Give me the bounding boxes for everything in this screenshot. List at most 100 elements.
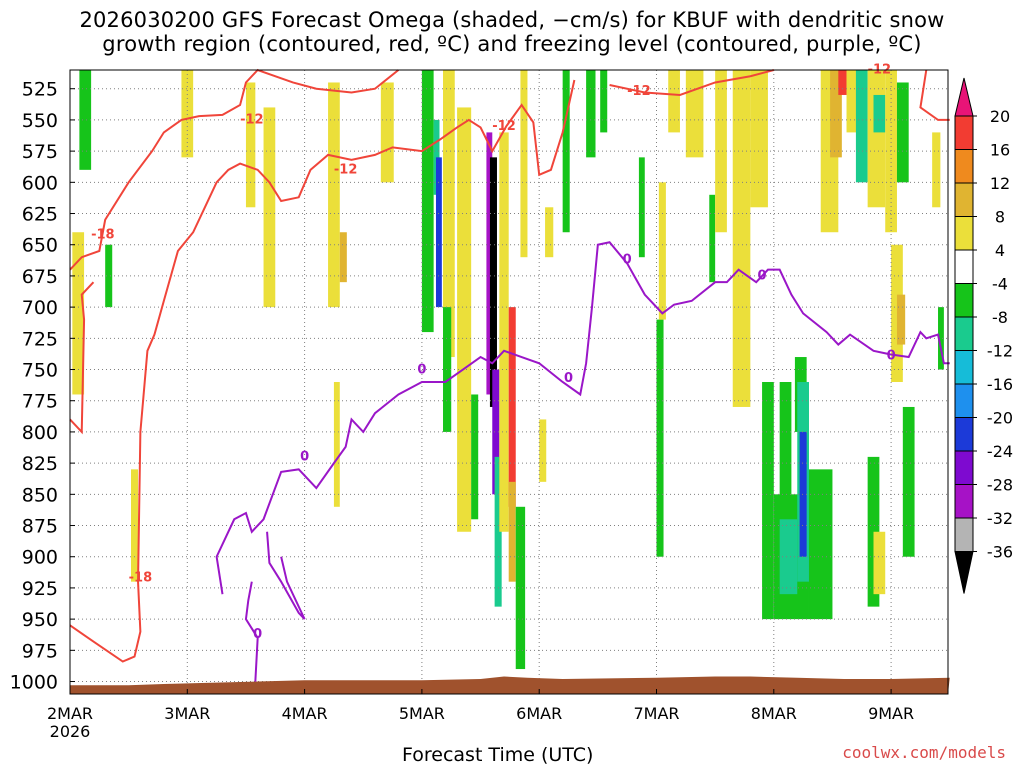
- colorbar-segment: [954, 149, 974, 184]
- chart-title-line1: 2026030200 GFS Forecast Omega (shaded, −…: [79, 8, 945, 32]
- colorbar-top-arrow: [954, 77, 974, 117]
- freezing-contour-label: 0: [758, 269, 767, 284]
- x-tick-label: 2MAR: [47, 704, 93, 723]
- freezing-contour-label: 0: [623, 252, 632, 267]
- y-tick-label: 700: [22, 297, 58, 319]
- x-tick-label: 3MAR: [164, 704, 210, 723]
- omega-cell: [685, 70, 704, 158]
- omega-cell: [545, 207, 554, 258]
- y-tick-label: 800: [22, 422, 58, 444]
- freezing-contour-loop: [266, 531, 306, 620]
- y-tick-label: 925: [22, 578, 58, 600]
- temp-contour-upper: [609, 69, 775, 96]
- freezing-contour-lower: [244, 581, 259, 682]
- plot-border: [69, 69, 949, 695]
- colorbar-segment: [954, 182, 974, 217]
- omega-cell: [762, 382, 774, 620]
- omega-cell: [380, 82, 394, 183]
- omega-cell: [932, 132, 941, 208]
- colorbar-label: 16: [990, 141, 1010, 160]
- colorbar-label: -12: [987, 342, 1013, 361]
- omega-shading: [72, 70, 944, 670]
- omega-cell: [539, 419, 547, 482]
- colorbar-segment: [954, 484, 974, 519]
- omega-cell: [658, 182, 666, 320]
- omega-cell: [421, 70, 434, 333]
- y-tick-label: 850: [22, 484, 58, 506]
- temp-contour-right: [919, 69, 950, 121]
- omega-cell: [808, 469, 833, 620]
- freezing-contour-label: 0: [300, 450, 309, 465]
- omega-cell: [105, 244, 113, 308]
- x-tick-label: 9MAR: [868, 704, 914, 723]
- omega-cell: [508, 307, 516, 507]
- y-tick-label: 775: [22, 391, 58, 413]
- colorbar-label: 4: [995, 241, 1005, 260]
- omega-cell: [891, 244, 903, 382]
- omega-cell: [779, 382, 792, 507]
- omega-cell: [709, 194, 716, 283]
- freezing-contour-label: 0: [417, 362, 426, 377]
- colorbar-label: -20: [987, 409, 1013, 428]
- colorbar-label: -16: [987, 375, 1013, 394]
- colorbar-segment: [954, 283, 974, 318]
- colorbar-segment: [954, 450, 974, 485]
- omega-cell: [471, 394, 479, 520]
- colorbar-segment: [954, 249, 974, 284]
- y-tick-label: 525: [22, 79, 58, 101]
- temp-contour-minus12: [69, 79, 576, 663]
- colorbar-label: 20: [990, 107, 1010, 126]
- temp-contour-label: -12: [240, 113, 264, 128]
- colorbar-label: -8: [992, 308, 1008, 327]
- colorbar-label: -24: [987, 442, 1013, 461]
- terrain-surface: [70, 676, 950, 694]
- y-tick-label: 1000: [10, 672, 58, 694]
- omega-cell: [435, 157, 442, 308]
- x-tick-label: 7MAR: [633, 704, 679, 723]
- omega-colorbar: 20 16 12 8 4 -4 -8 -12 -16 -20 -24 -28 -32 -36: [954, 77, 1013, 594]
- y-tick-label: 750: [22, 360, 58, 382]
- omega-cell: [896, 82, 909, 183]
- y-tick-label: 575: [22, 141, 58, 163]
- omega-cell: [938, 307, 944, 370]
- colorbar-label: -36: [987, 543, 1013, 562]
- colorbar-segment: [954, 316, 974, 351]
- omega-cell: [486, 132, 493, 395]
- colorbar-segment: [954, 417, 974, 452]
- x-tick-label: 6MAR: [516, 704, 562, 723]
- colorbar-segment: [954, 383, 974, 418]
- omega-cell: [656, 319, 664, 557]
- omega-cell: [855, 70, 868, 183]
- omega-cell: [494, 456, 502, 607]
- x-year-label: 2026: [50, 722, 91, 741]
- site-credit[interactable]: coolwx.com/models: [842, 743, 1006, 762]
- y-axis: 525 550 575 600 625 650 675 700 725 750 775 800 825 8…: [10, 79, 75, 694]
- omega-cell: [443, 307, 452, 432]
- omega-cell: [520, 70, 528, 258]
- omega-cell: [668, 70, 680, 133]
- omega-cell: [873, 94, 886, 133]
- omega-cell: [499, 132, 509, 532]
- y-tick-label: 600: [22, 172, 58, 194]
- y-tick-label: 650: [22, 235, 58, 257]
- temp-contour-left: [69, 281, 95, 435]
- y-tick-label: 675: [22, 266, 58, 288]
- omega-cell: [600, 70, 608, 133]
- colorbar-label: -28: [987, 476, 1013, 495]
- chart-title-line2: growth region (contoured, red, ºC) and f…: [102, 32, 922, 56]
- omega-cell: [333, 382, 340, 507]
- omega-cell: [263, 107, 276, 308]
- colorbar-label: -32: [987, 509, 1013, 528]
- x-tick-label: 8MAR: [751, 704, 797, 723]
- omega-cell: [79, 70, 92, 170]
- omega-cell: [902, 406, 915, 557]
- colorbar-label: 8: [995, 208, 1005, 227]
- omega-cell: [867, 70, 886, 208]
- freezing-contour-label: 0: [253, 627, 262, 642]
- x-tick-label: 4MAR: [282, 704, 328, 723]
- temp-contour-label: -12: [492, 119, 516, 134]
- y-tick-label: 875: [22, 516, 58, 538]
- omega-cell: [245, 82, 256, 208]
- x-axis-title: Forecast Time (UTC): [402, 744, 594, 766]
